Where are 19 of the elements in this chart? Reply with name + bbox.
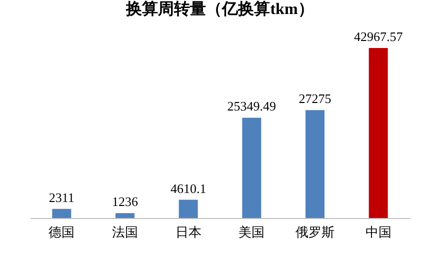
x-tick-label: 法国 <box>112 224 138 240</box>
bar <box>52 208 72 218</box>
bar <box>306 110 324 218</box>
chart-title: 换算周转量（亿换算tkm） <box>125 0 314 18</box>
x-tick-label: 俄罗斯 <box>296 224 334 240</box>
x-tick-label: 中国 <box>365 224 392 240</box>
x-tick-label: 美国 <box>238 224 265 240</box>
bar <box>242 118 262 218</box>
data-label: 25349.49 <box>227 98 276 114</box>
data-label: 1236 <box>112 194 138 210</box>
bar <box>116 213 134 218</box>
data-label: 4610.1 <box>170 180 206 196</box>
bar <box>178 200 198 218</box>
bar <box>368 48 388 218</box>
x-tick-label: 德国 <box>48 224 75 240</box>
data-label: 27275 <box>298 91 332 106</box>
data-label: 2311 <box>48 190 74 205</box>
data-label: 42967.57 <box>354 29 404 44</box>
x-tick-label: 日本 <box>175 224 202 240</box>
